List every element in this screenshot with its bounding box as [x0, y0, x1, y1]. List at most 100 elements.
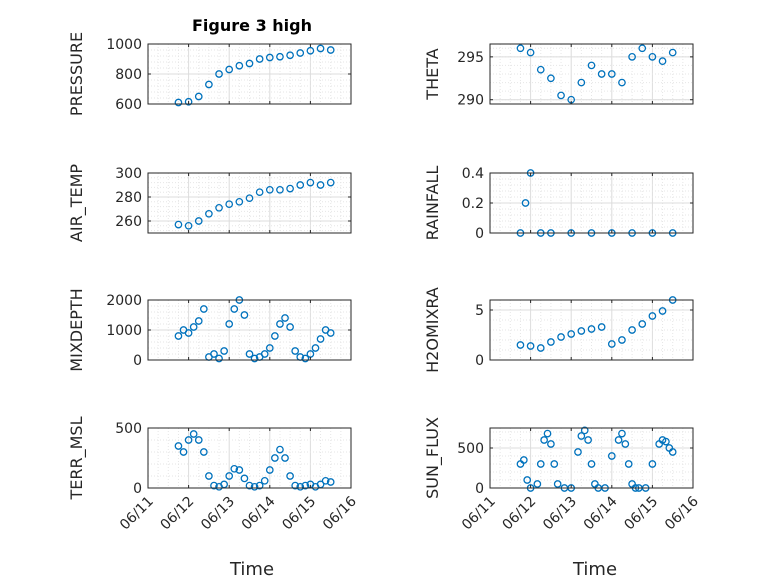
y-axis-label: AIR_TEMP	[67, 164, 87, 242]
subplot-mixdepth: 0 1000 2000 MIXDEPTH	[67, 288, 352, 372]
y-axis-label: THETA	[423, 48, 442, 100]
y-tick-label: 1000	[106, 323, 142, 339]
data-point	[240, 311, 249, 319]
data-point	[607, 70, 616, 78]
data-point	[205, 472, 213, 480]
x-tick-label: 06/15	[279, 494, 319, 534]
data-point	[199, 305, 208, 313]
data-point	[557, 91, 565, 100]
data-point	[526, 342, 535, 350]
data-point	[648, 312, 657, 320]
x-tick-label: 06/11	[459, 494, 499, 534]
data-point	[533, 480, 542, 488]
data-points	[516, 296, 677, 352]
data-point	[658, 57, 667, 65]
data-point	[547, 338, 555, 346]
y-tick-label: 295	[457, 50, 484, 66]
data-point	[210, 481, 218, 490]
x-tick-label: 06/14	[581, 493, 621, 533]
data-points	[174, 430, 335, 491]
data-point	[225, 472, 234, 480]
data-points	[516, 44, 677, 104]
x-tick-label: 06/13	[198, 494, 238, 534]
subplot-pressure: 600 800 1000 PRESSURE	[67, 32, 352, 116]
data-point	[614, 436, 623, 444]
data-point	[271, 332, 279, 340]
data-point	[235, 61, 244, 70]
data-point	[174, 98, 183, 107]
grid	[147, 427, 352, 489]
data-point	[516, 44, 525, 53]
data-point	[291, 347, 300, 355]
data-point	[628, 326, 636, 334]
grid	[489, 44, 694, 104]
data-point	[587, 460, 596, 468]
data-point	[245, 481, 254, 490]
y-axis-label: MIXDEPTH	[67, 288, 86, 371]
data-point	[276, 445, 284, 454]
data-point	[260, 350, 269, 358]
data-point	[638, 44, 647, 53]
x-tick-label: 06/12	[158, 494, 198, 534]
x-tick-label: 06/16	[662, 493, 702, 533]
data-point	[179, 448, 188, 456]
data-point	[301, 481, 310, 490]
data-point	[519, 456, 528, 464]
data-point	[276, 185, 284, 194]
data-point	[220, 347, 228, 355]
data-point	[521, 199, 530, 207]
y-tick-label: 0	[475, 481, 484, 497]
data-point	[215, 354, 223, 363]
subplot-h2omixra: 0 5 H2OMIXRA	[423, 287, 694, 373]
x-tick-label: 06/12	[500, 494, 540, 534]
y-tick-label: 0.2	[462, 196, 484, 212]
data-point	[260, 476, 269, 485]
data-point	[245, 194, 254, 203]
data-point	[225, 320, 234, 328]
y-tick-label: 1000	[106, 37, 142, 53]
data-point	[189, 430, 198, 438]
data-point	[301, 354, 310, 363]
data-point	[281, 314, 289, 322]
data-point	[580, 426, 589, 435]
data-point	[607, 340, 616, 348]
axes-box	[489, 427, 694, 489]
data-point	[250, 354, 259, 363]
data-point	[194, 436, 203, 444]
data-point	[316, 181, 325, 189]
data-point	[584, 436, 592, 444]
data-point	[276, 320, 284, 328]
data-point	[255, 55, 264, 63]
data-point	[184, 97, 193, 106]
data-point	[205, 209, 213, 218]
data-point	[174, 332, 183, 340]
y-tick-label: 0	[475, 353, 484, 369]
data-point	[205, 80, 213, 89]
data-point	[597, 70, 606, 78]
grid	[147, 43, 352, 105]
data-point	[174, 220, 183, 229]
data-point	[326, 478, 335, 486]
data-point	[316, 335, 325, 343]
data-point	[316, 44, 325, 53]
data-point	[296, 49, 305, 57]
data-point	[291, 481, 300, 490]
data-point	[199, 448, 208, 456]
y-axis-label: TERR_MSL	[67, 416, 87, 500]
data-point	[215, 70, 223, 78]
subplot-rainfall: 0 0.2 0.4 RAINFALL	[423, 166, 694, 242]
data-point	[184, 436, 193, 444]
data-point	[210, 350, 218, 358]
data-point	[577, 432, 586, 440]
y-tick-label: 500	[457, 441, 484, 457]
data-point	[618, 336, 626, 344]
y-tick-label: 0.4	[462, 166, 484, 182]
data-point	[230, 464, 239, 473]
data-point	[240, 474, 249, 483]
data-point	[225, 65, 234, 74]
data-point	[281, 454, 289, 462]
data-point	[255, 481, 264, 490]
data-point	[658, 307, 667, 315]
y-axis-label: H2OMIXRA	[423, 287, 442, 373]
data-point	[523, 476, 532, 484]
